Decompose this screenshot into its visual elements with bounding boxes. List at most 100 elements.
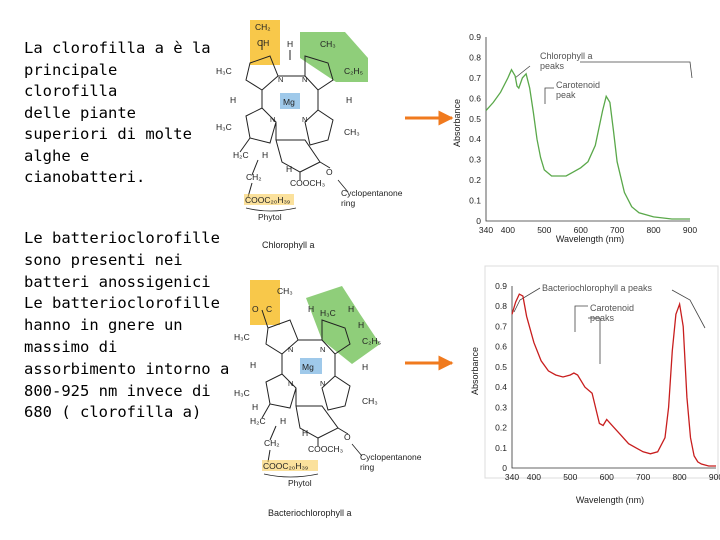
acetyl-c-label: C: [266, 304, 272, 314]
chart2-series-line-0: [511, 293, 716, 467]
bsub-h-3: H: [358, 320, 364, 330]
chart1-xtick-5: 800: [646, 225, 660, 235]
chart1-xtick-0: 340: [479, 225, 493, 235]
bsub-ch2: CH₂: [264, 438, 280, 448]
sub-h3c-1: H₃C: [216, 66, 232, 76]
intro-text: La clorofilla a è la principale clorofil…: [24, 39, 211, 186]
chart2-ytick-6: 0.6: [495, 342, 507, 352]
acetyl-ch3-label: CH₃: [277, 286, 293, 296]
chart1-annotation-carotenoid-line1: Carotenoid: [556, 80, 600, 90]
ring-n-3: N: [270, 115, 275, 124]
bsub-h2c: H₂C: [250, 416, 266, 426]
ethyl-highlight: [300, 32, 368, 82]
chart1-xtick-3: 600: [574, 225, 588, 235]
bacteriochlorophyll-a-spectrum: Absorbance Wavelength (nm) Bacteriochlor…: [470, 281, 720, 505]
chart2-ytick-7: 0.7: [495, 321, 507, 331]
chart1-xtick-4: 700: [610, 225, 624, 235]
sub-h-1: H: [287, 39, 293, 49]
bsub-c2h5: C₂H₅: [362, 336, 381, 346]
sub-cooch3: COOCH₃: [290, 178, 325, 188]
sub-c2h5: C₂H₅: [344, 66, 363, 76]
bring-n-3: N: [288, 379, 293, 388]
chart2-ytick-3: 0.3: [495, 402, 507, 412]
bring-n-1: N: [288, 345, 293, 354]
bacteriochlorophyll-a-structure: CH₃ O C H H₃C H H C₂H₅ H₃C H H H₃C CH₃ H…: [234, 280, 424, 518]
metal-highlight: [280, 93, 300, 109]
sub-h2c: H₂C: [233, 150, 249, 160]
phytol-highlight: [244, 194, 294, 205]
bring-n-2: N: [320, 345, 325, 354]
chart1-ytick-6: 0.6: [469, 93, 481, 103]
bsub-cooch3: COOCH₃: [308, 444, 343, 454]
chart2-annotation-carotenoid: Carotenoid peaks: [590, 303, 637, 323]
ring-n-4: N: [302, 115, 307, 124]
phytol-highlight-bottom: [262, 460, 318, 471]
chart1-ylabel: Absorbance: [452, 99, 462, 147]
chart2-ylabel: Absorbance: [470, 347, 480, 395]
bacteriochlorin-ring: [261, 309, 351, 463]
bring-n-4: N: [320, 379, 325, 388]
caption-bacteriochlorophyll-a: Bacteriochlorophyll a: [268, 508, 352, 518]
chart2-ytick-1: 0.1: [495, 443, 507, 453]
chart1-ytick-4: 0.4: [469, 134, 481, 144]
chart1-annotation-peaks: Chlorophyll a peaks: [540, 51, 595, 71]
bsub-h-2: H: [348, 304, 354, 314]
porphyrin-ring: [239, 40, 334, 198]
chart2-axes: [511, 286, 716, 469]
bsub-h3c-2: H₃C: [234, 332, 250, 342]
chart1-annotation-peaks-line1: Chlorophyll a: [540, 51, 593, 61]
sub-h-2: H: [230, 95, 236, 105]
bsub-h-7: H: [280, 416, 286, 426]
chart2-annotation-peaks: Bacteriochlorophyll a peaks: [542, 283, 653, 293]
chart1-ytick-5: 0.5: [469, 114, 481, 124]
chart1-xtick-2: 500: [537, 225, 551, 235]
sub-phytol-chain: COOC₂₀H₃₉: [245, 195, 290, 205]
bsub-ch3: CH₃: [362, 396, 378, 406]
chart1-axes: [485, 37, 690, 222]
sub-h-3: H: [346, 95, 352, 105]
sub-ch2: CH₂: [246, 172, 262, 182]
chart2-xtick-6: 900: [709, 472, 720, 482]
chart1-annotation-peaks-line2: peaks: [540, 61, 565, 71]
bsub-h-1: H: [308, 304, 314, 314]
ring-annotation-bottom-line1: Cyclopentanone: [360, 452, 422, 462]
chart1-annotation-carotenoid-line2: peak: [556, 90, 576, 100]
sub-h-5: H: [286, 164, 292, 174]
chart2-xtick-0: 340: [505, 472, 519, 482]
metal-highlight-bottom: [300, 358, 322, 374]
chart2-xtick-5: 800: [672, 472, 686, 482]
chart1-ytick-3: 0.3: [469, 155, 481, 165]
ring-n-1: N: [278, 75, 283, 84]
ring-annotation-bottom: Cyclopentanone ring: [360, 452, 424, 472]
acetyl-o-label: O: [252, 304, 259, 314]
metal-mg-bottom: Mg: [302, 362, 314, 372]
chart2-xlabel: Wavelength (nm): [576, 495, 644, 505]
chart1-ytick-1: 0.1: [469, 196, 481, 206]
chart1-xlabel: Wavelength (nm): [556, 234, 624, 244]
chart2-ytick-8: 0.8: [495, 301, 507, 311]
chart2-xtick-4: 700: [636, 472, 650, 482]
bsub-h3c-3: H₃C: [234, 388, 250, 398]
chart2-annotation-carotenoid-line2: peaks: [590, 313, 615, 323]
chart2-xtick-2: 500: [563, 472, 577, 482]
vinyl-ch2-label: CH₂: [255, 22, 271, 32]
chart2-frame: [484, 265, 719, 479]
bsub-h-6: H: [252, 402, 258, 412]
bsub-h-5: H: [362, 362, 368, 372]
sub-ch3-1: CH₃: [320, 39, 336, 49]
chart2-ytick-9: 0.9: [495, 281, 507, 291]
chart1-ytick-7: 0.7: [469, 73, 481, 83]
chart2-ytick-4: 0.4: [495, 382, 507, 392]
chart1-ytick-8: 0.8: [469, 52, 481, 62]
ring-n-2: N: [302, 75, 307, 84]
ethyl-highlight-bottom: [306, 286, 380, 364]
chart1-ytick-0: 0: [476, 216, 481, 226]
bsub-h-4: H: [250, 360, 256, 370]
sub-o: O: [326, 167, 333, 177]
chart1-annotation-carotenoid: Carotenoid peak: [556, 80, 603, 100]
ring-annotation-top-line1: Cyclopentanone: [341, 188, 403, 198]
chart1-ytick-2: 0.2: [469, 175, 481, 185]
chart2-ytick-2: 0.2: [495, 423, 507, 433]
chart1-ytick-9: 0.9: [469, 32, 481, 42]
